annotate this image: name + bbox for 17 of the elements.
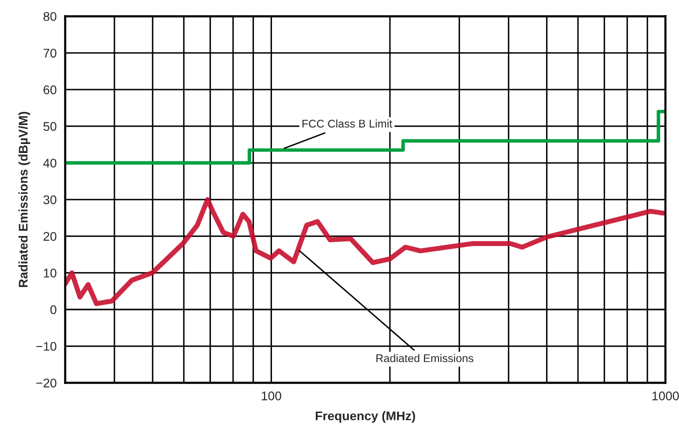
annotation: Radiated Emissions: [376, 354, 474, 362]
y-tick-label: 70: [44, 48, 56, 58]
x-axis-title: Frequency (MHz): [316, 411, 416, 423]
y-tick-label: 80: [43, 12, 56, 21]
y-tick-label: 10: [44, 268, 56, 278]
y-tick-label: −10: [36, 342, 56, 351]
y-tick-label: 30: [43, 195, 56, 204]
y-tick-label: 20: [44, 232, 56, 241]
annotation: FCC Class B Limit: [302, 119, 392, 128]
x-tick-label: 1000: [652, 391, 679, 400]
x-tick-label: 100: [262, 391, 282, 400]
y-tick-label: 60: [44, 85, 56, 94]
y-tick-label: 50: [43, 122, 56, 131]
y-axis-title: Radiated Emissions (dBµV/M): [18, 112, 30, 288]
y-tick-label: 0: [50, 305, 56, 314]
y-tick-label: 40: [43, 158, 56, 168]
y-tick-label: −20: [36, 378, 56, 388]
